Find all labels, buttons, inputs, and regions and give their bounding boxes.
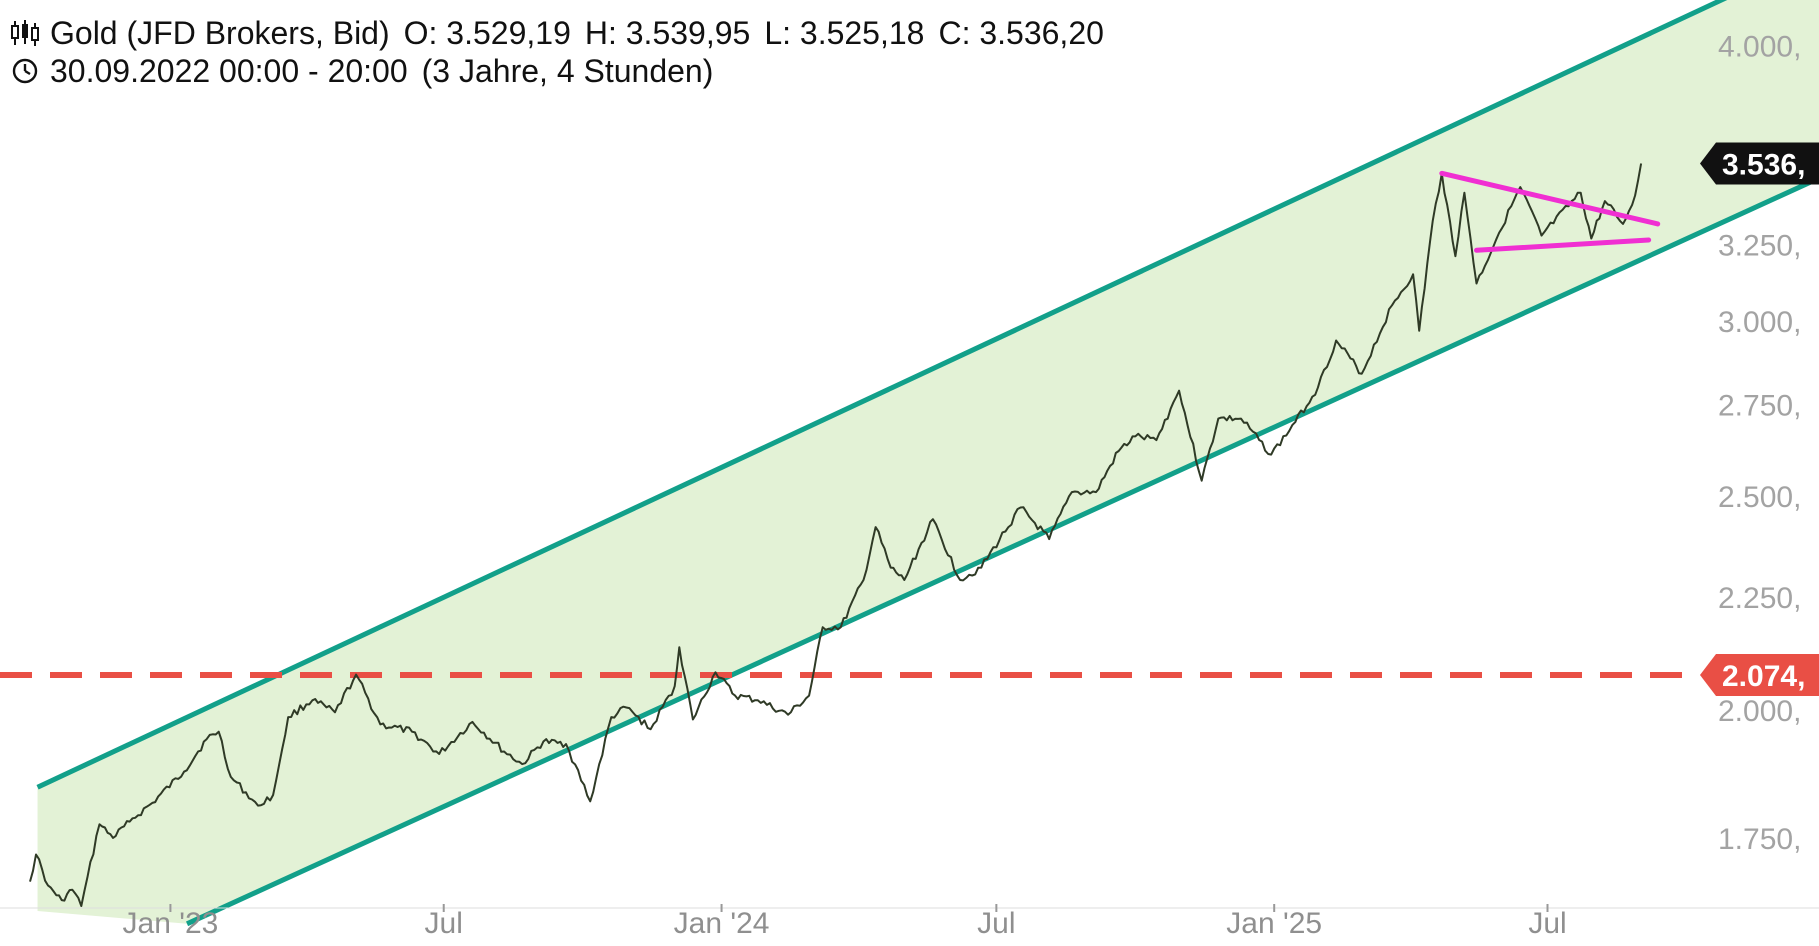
y-tick-label: 3.000, bbox=[1718, 306, 1801, 339]
last-price-tag-shape bbox=[1700, 142, 1819, 185]
channel-fill bbox=[37, 0, 1819, 924]
date-row: 30.09.2022 00:00 - 20:00 (3 Jahre, 4 Stu… bbox=[10, 52, 1104, 90]
last-price-tag: 3.536, bbox=[1700, 142, 1819, 185]
price-series bbox=[29, 163, 1643, 907]
x-axis: Jan '23 Jul Jan '24 Jul Jan '25 Jul bbox=[0, 904, 1819, 940]
high-label: H: bbox=[584, 15, 617, 51]
low-label: L: bbox=[764, 15, 791, 51]
last-price-tag-text: 3.536, bbox=[1722, 149, 1805, 182]
channel-upper-line[interactable] bbox=[36, 0, 1819, 790]
y-tick-label: 4.000, bbox=[1718, 30, 1801, 63]
y-tick-label: 2.250, bbox=[1718, 582, 1801, 615]
x-tick-label: Jul bbox=[1528, 907, 1566, 940]
x-tick-label: Jan '24 bbox=[674, 907, 770, 940]
y-axis: 4.000, 3.250, 3.000, 2.750, 2.500, 2.250, 2.00… bbox=[1718, 30, 1801, 856]
level-price-tag: 2.074, bbox=[1700, 654, 1819, 697]
open-value: 3.529,19 bbox=[446, 15, 571, 51]
period-label: (3 Jahre, 4 Stunden) bbox=[421, 53, 714, 89]
symbol-name: Gold (JFD Brokers, Bid) bbox=[50, 15, 390, 51]
date-range: 30.09.2022 00:00 - 20:00 bbox=[50, 53, 408, 89]
high-value: 3.539,95 bbox=[625, 15, 751, 51]
level-price-tag-shape bbox=[1700, 654, 1819, 697]
x-tick-label: Jan '25 bbox=[1226, 907, 1322, 940]
channel-lower-line[interactable] bbox=[185, 175, 1819, 927]
price-line bbox=[29, 163, 1643, 907]
close-value: 3.536,20 bbox=[979, 15, 1104, 51]
triangle-lower-line[interactable] bbox=[1474, 237, 1652, 253]
chart-header: Gold (JFD Brokers, Bid) O: 3.529,19 H: 3… bbox=[10, 14, 1104, 90]
open-label: O: bbox=[403, 15, 438, 51]
clock-icon bbox=[12, 58, 38, 84]
triangle-upper-line[interactable] bbox=[1439, 170, 1661, 227]
x-tick-label: Jul bbox=[977, 907, 1015, 940]
x-tick-label: Jul bbox=[425, 907, 463, 940]
low-value: 3.525,18 bbox=[799, 15, 925, 51]
trend-channel bbox=[36, 0, 1819, 927]
y-tick-label: 2.750, bbox=[1718, 390, 1801, 423]
x-tick-label: Jan '23 bbox=[123, 907, 219, 940]
y-tick-label: 1.750, bbox=[1718, 823, 1801, 856]
y-tick-label: 2.000, bbox=[1718, 695, 1801, 728]
level-price-tag-text: 2.074, bbox=[1722, 660, 1805, 693]
close-label: C: bbox=[938, 15, 971, 51]
triangle-pattern[interactable] bbox=[1439, 170, 1661, 253]
y-tick-label: 3.250, bbox=[1718, 229, 1801, 262]
ohlc-row: Gold (JFD Brokers, Bid) O: 3.529,19 H: 3… bbox=[10, 14, 1104, 52]
y-tick-label: 2.500, bbox=[1718, 481, 1801, 514]
candlestick-icon[interactable] bbox=[10, 18, 40, 48]
price-tags: 3.536, 2.074, bbox=[1700, 142, 1819, 697]
